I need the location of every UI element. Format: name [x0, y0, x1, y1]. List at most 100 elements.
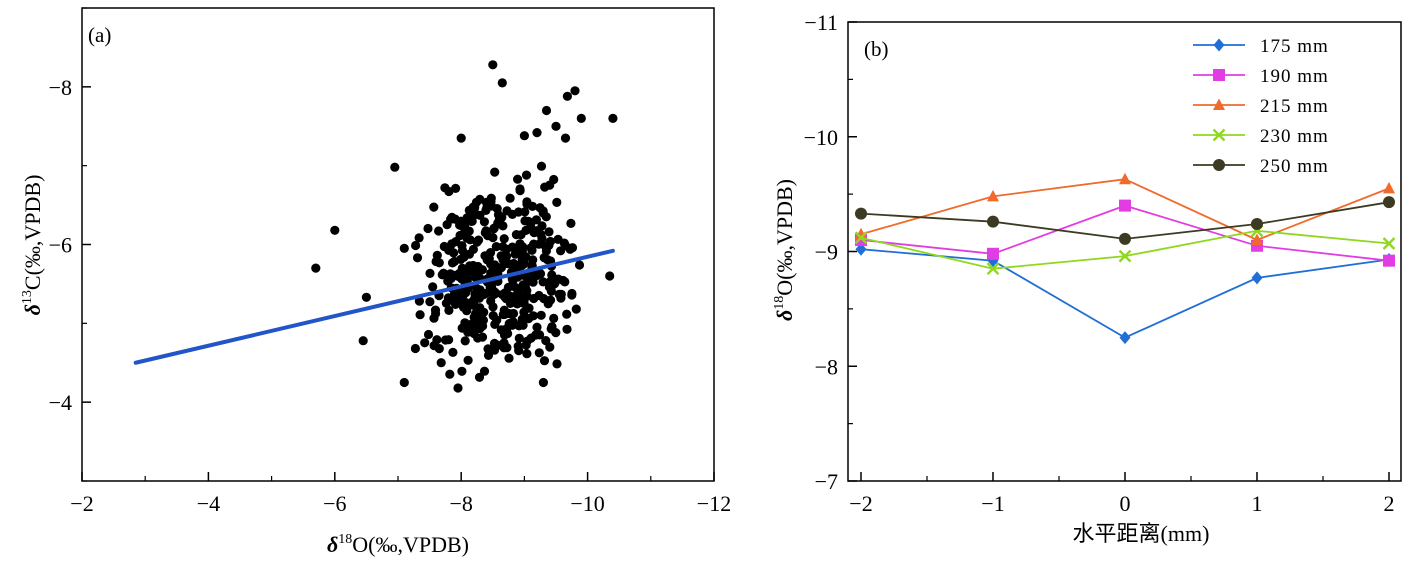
scatter-point: [460, 318, 470, 328]
scatter-point: [498, 242, 508, 252]
scatter-point: [502, 343, 512, 353]
x-tick-label: −4: [197, 491, 220, 516]
scatter-point: [570, 86, 580, 96]
scatter-point: [434, 226, 444, 236]
panel-a-frame: [81, 7, 715, 482]
data-point: [1119, 331, 1131, 345]
x-label-text: O(‰,VPDB): [352, 532, 469, 557]
scatter-point: [358, 336, 368, 346]
scatter-point: [567, 243, 578, 253]
scatter-point: [440, 335, 451, 345]
b-y-label-text: O(‰,VPDB): [772, 179, 797, 296]
scatter-point: [605, 271, 615, 281]
scatter-point: [503, 282, 513, 292]
panel-b-frame: [847, 21, 1402, 482]
scatter-point: [490, 264, 500, 274]
data-point: [1119, 232, 1131, 245]
scatter-point: [460, 336, 470, 346]
series-250-mm: [855, 196, 1395, 245]
scatter-point: [549, 313, 559, 323]
scatter-point: [410, 343, 420, 354]
scatter-point: [468, 244, 478, 254]
panel-b-series: [854, 172, 1396, 345]
b-y-label-symbol: δ: [772, 310, 797, 321]
scatter-point: [451, 183, 461, 193]
legend-item: 230 mm: [1193, 126, 1328, 147]
scatter-point: [423, 329, 434, 340]
scatter-point: [528, 255, 538, 265]
scatter-point: [541, 212, 551, 222]
series-230-mm: [854, 224, 1396, 276]
scatter-point: [562, 324, 572, 334]
scatter-point: [507, 242, 517, 252]
scatter-point: [515, 184, 525, 194]
scatter-point: [492, 340, 502, 350]
scatter-point: [562, 91, 573, 101]
scatter-point: [516, 230, 526, 240]
scatter-point: [567, 288, 577, 299]
scatter-point: [491, 288, 501, 298]
scatter-point: [464, 205, 474, 215]
scatter-point: [456, 254, 466, 264]
data-point: [1118, 249, 1132, 263]
scatter-point: [544, 227, 554, 237]
scatter-point: [429, 341, 439, 351]
scatter-point: [488, 60, 498, 70]
scatter-point: [411, 240, 421, 251]
scatter-point: [527, 245, 537, 255]
scatter-point: [532, 226, 542, 236]
legend-marker: [1213, 69, 1225, 81]
scatter-point: [493, 218, 503, 228]
scatter-point: [545, 295, 556, 305]
scatter-point: [444, 305, 454, 315]
scatter-point: [521, 340, 531, 350]
scatter-point: [446, 273, 456, 283]
scatter-point: [473, 261, 483, 272]
data-point: [1251, 233, 1263, 246]
y-tick-label: −4: [49, 390, 72, 415]
series-175-mm: [855, 242, 1395, 345]
x-label-superscript: 18: [338, 532, 352, 547]
scatter-point: [571, 304, 581, 314]
scatter-point: [545, 342, 555, 352]
scatter-point: [459, 295, 469, 306]
scatter-point: [415, 310, 425, 320]
scatter-point: [428, 282, 438, 292]
legend-label: 215 mm: [1260, 96, 1329, 117]
scatter-point: [463, 327, 473, 337]
y-tick-label: −6: [49, 233, 72, 258]
data-point: [987, 189, 999, 202]
x-tick-label: −1: [981, 491, 1004, 516]
scatter-point: [423, 223, 433, 234]
legend-item: 215 mm: [1193, 96, 1329, 117]
scatter-point: [515, 239, 525, 249]
scatter-point: [450, 296, 460, 306]
scatter-point: [507, 209, 517, 219]
data-point: [1383, 254, 1395, 267]
scatter-point: [465, 263, 475, 273]
x-tick-label: 2: [1384, 491, 1395, 516]
panel-a: (a) −2 −4 −6 −8 −10 −12−4−6−8 δ18O(‰,VPDB) δ1…: [20, 7, 731, 557]
scatter-point: [425, 268, 435, 278]
scatter-point: [511, 283, 521, 293]
panel-a-x-axis-label: δ18O(‰,VPDB): [327, 532, 469, 557]
panel-b-ticks: −2 −1 0 1 2−7−8−9−10−11: [804, 10, 1395, 516]
scatter-point: [399, 243, 409, 253]
scatter-point: [472, 318, 482, 328]
scatter-point: [522, 291, 532, 301]
scatter-point: [311, 263, 321, 273]
scatter-point: [545, 180, 555, 190]
scatter-point: [524, 314, 534, 324]
scatter-point: [499, 234, 509, 244]
y-label-superscript: 13: [20, 290, 35, 304]
scatter-point: [448, 347, 458, 357]
x-label-symbol: δ: [327, 532, 338, 557]
data-point: [987, 247, 999, 260]
scatter-point: [524, 276, 534, 286]
scatter-point: [479, 307, 489, 317]
scatter-point: [485, 248, 496, 258]
y-tick-label: −8: [49, 75, 72, 100]
x-tick-label: −12: [697, 491, 731, 516]
